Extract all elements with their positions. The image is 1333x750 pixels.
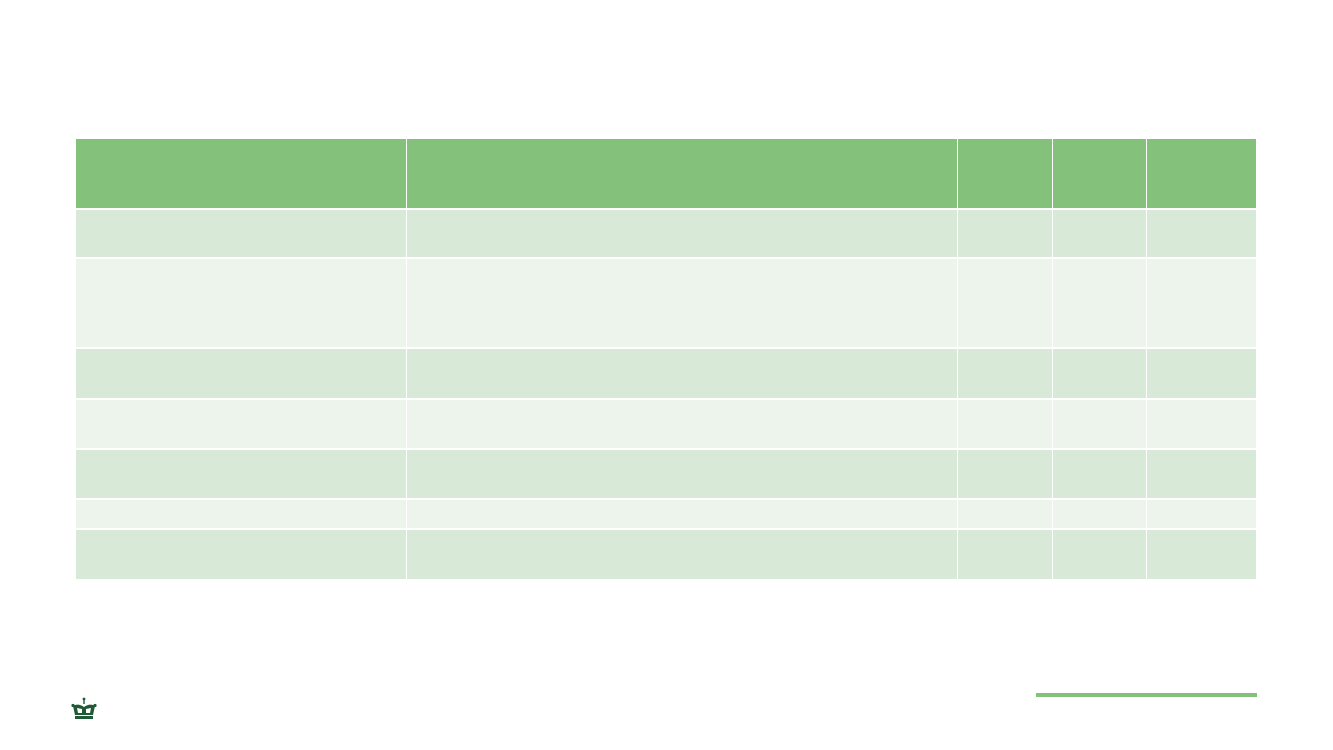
accent-line (1036, 693, 1257, 697)
header-cell (1147, 139, 1256, 208)
table-cell (1147, 349, 1256, 398)
table-cell (76, 400, 406, 448)
table-cell (1147, 400, 1256, 448)
table-cell (1053, 530, 1146, 579)
table-cell (958, 259, 1052, 347)
crown-shape (71, 697, 97, 719)
table-cell (1147, 259, 1256, 347)
table-cell (1053, 210, 1146, 257)
table-cell (76, 530, 406, 579)
header-cell (407, 139, 957, 208)
table-cell (958, 400, 1052, 448)
table-cell (407, 210, 957, 257)
table-cell (76, 349, 406, 398)
table-cell (958, 530, 1052, 579)
table-cell (1147, 500, 1256, 528)
table-cell (407, 349, 957, 398)
table-cell (76, 500, 406, 528)
table-cell (1053, 259, 1146, 347)
crown-logo (71, 697, 97, 719)
table-cell (76, 210, 406, 257)
table-cell (1147, 450, 1256, 498)
header-cell (1053, 139, 1146, 208)
table-cell (1147, 530, 1256, 579)
table-cell (1147, 210, 1256, 257)
table-cell (1053, 349, 1146, 398)
table-cell (958, 450, 1052, 498)
table-cell (76, 450, 406, 498)
table-cell (407, 400, 957, 448)
table-cell (958, 349, 1052, 398)
table-cell (1053, 500, 1146, 528)
table-cell (1053, 450, 1146, 498)
header-cell (958, 139, 1052, 208)
table-cell (76, 259, 406, 347)
table-cell (1053, 400, 1146, 448)
table-cell (958, 210, 1052, 257)
table-cell (407, 450, 957, 498)
table-cell (407, 500, 957, 528)
header-cell (76, 139, 406, 208)
table-cell (958, 500, 1052, 528)
table-cell (407, 530, 957, 579)
table-cell (407, 259, 957, 347)
